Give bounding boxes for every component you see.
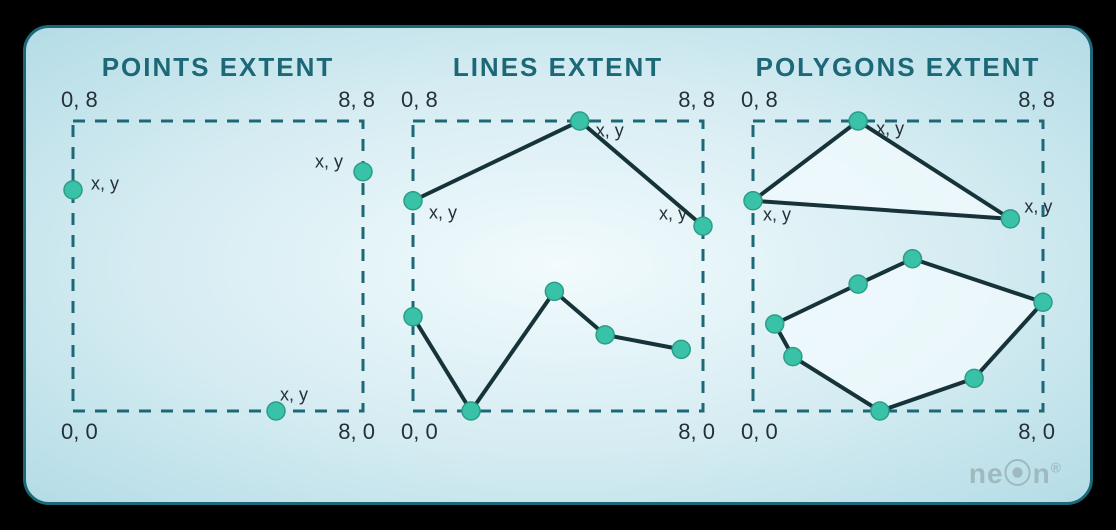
plot: 0, 8 8, 8 0, 0 8, 0 x, y x, y x, y: [393, 89, 723, 443]
vertex: [904, 250, 922, 268]
corner-label-bl: 0, 0: [61, 419, 98, 445]
corner-label-tl: 0, 8: [61, 87, 98, 113]
plot: 0, 8 8, 8 0, 0 8, 0 x, y x, y x, y: [53, 89, 383, 443]
vertex: [404, 192, 422, 210]
xy-label: x, y: [280, 385, 308, 406]
diagram-card: POINTS EXTENT0, 88, 80, 08, 0x, yx, yx, …: [23, 25, 1093, 505]
panel-title: LINES EXTENT: [453, 52, 663, 83]
xy-label: x, y: [1024, 196, 1052, 217]
vertex: [694, 217, 712, 235]
corner-label-tr: 8, 8: [678, 87, 715, 113]
plot: 0, 8 8, 8 0, 0 8, 0 x, y x, y x, y: [733, 89, 1063, 443]
vertex: [404, 308, 422, 326]
xy-label: x, y: [763, 204, 791, 225]
xy-label: x, y: [91, 173, 119, 194]
panel-title: POLYGONS EXTENT: [756, 52, 1041, 83]
panel-lines: LINES EXTENT 0, 8 8, 8 0, 0 8, 0 x, y x, y x, y: [388, 52, 728, 462]
extent-box: [413, 121, 703, 411]
vertex: [545, 282, 563, 300]
panel-points: POINTS EXTENT0, 8 8, 8 0, 0 8, 0 x, y x, y x, …: [48, 52, 388, 462]
corner-label-tr: 8, 8: [1018, 87, 1055, 113]
vertex: [596, 326, 614, 344]
corner-label-tl: 0, 8: [741, 87, 778, 113]
corner-label-br: 8, 0: [338, 419, 375, 445]
xy-label: x, y: [429, 202, 457, 223]
vertex: [744, 192, 762, 210]
vertex: [849, 275, 867, 293]
vertex: [965, 369, 983, 387]
corner-label-br: 8, 0: [678, 419, 715, 445]
brand-logo: ne⦿n®: [969, 452, 1062, 492]
vertex: [766, 315, 784, 333]
point: [64, 181, 82, 199]
vertex: [849, 112, 867, 130]
polygon-path: [775, 259, 1043, 411]
xy-label: x, y: [596, 121, 624, 142]
xy-label: x, y: [876, 119, 904, 140]
point: [354, 163, 372, 181]
vertex: [462, 402, 480, 420]
panel-polygons: POLYGONS EXTENT 0, 8 8, 8 0, 0 8, 0 x, y x, y x…: [728, 52, 1068, 462]
vertex: [1034, 293, 1052, 311]
vertex: [784, 348, 802, 366]
vertex: [672, 340, 690, 358]
xy-label: x, y: [315, 151, 343, 172]
corner-label-bl: 0, 0: [401, 419, 438, 445]
corner-label-br: 8, 0: [1018, 419, 1055, 445]
line-path: [413, 291, 681, 411]
corner-label-tr: 8, 8: [338, 87, 375, 113]
xy-label: x, y: [659, 204, 687, 225]
corner-label-bl: 0, 0: [741, 419, 778, 445]
vertex: [571, 112, 589, 130]
vertex: [871, 402, 889, 420]
panel-title: POINTS EXTENT: [102, 52, 335, 83]
vertex: [1001, 210, 1019, 228]
corner-label-tl: 0, 8: [401, 87, 438, 113]
